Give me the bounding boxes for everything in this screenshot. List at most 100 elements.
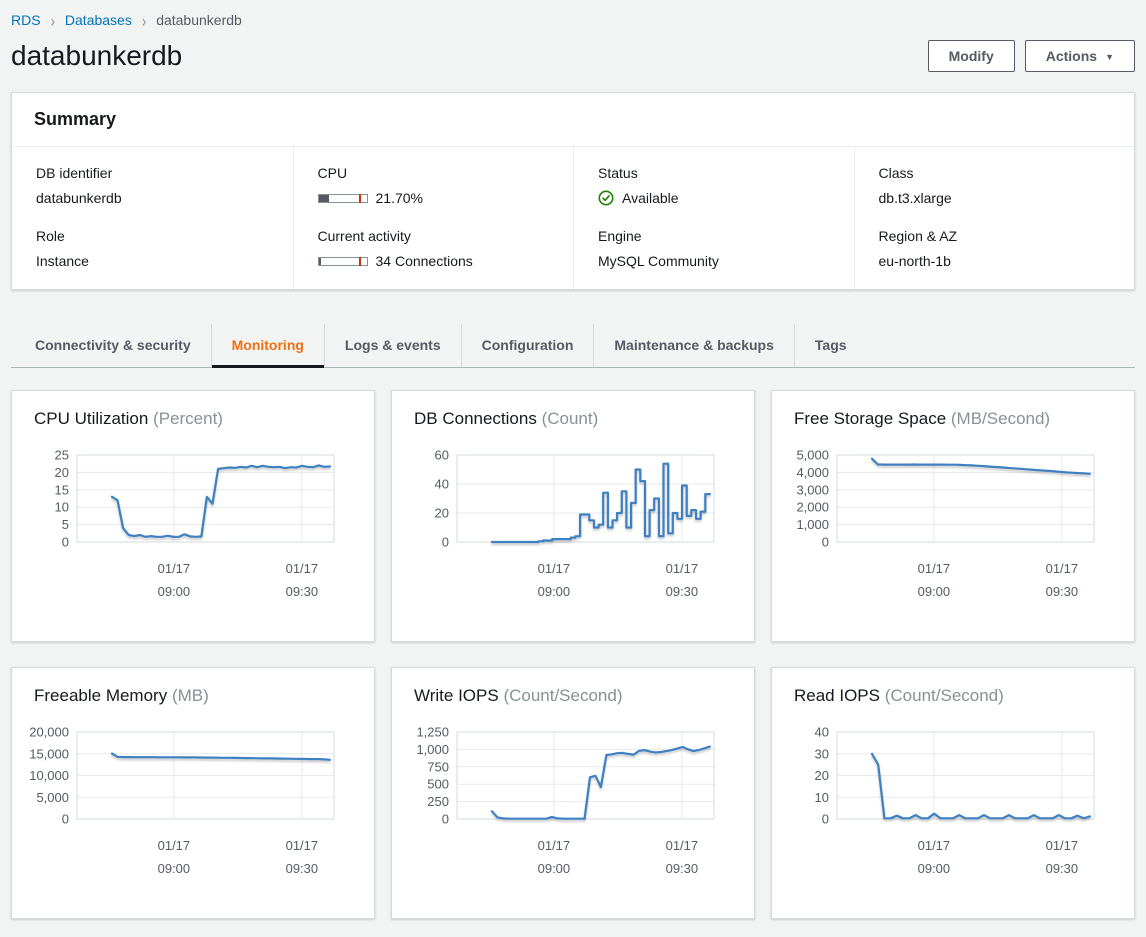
svg-text:5,000: 5,000 (36, 790, 69, 805)
svg-text:01/17: 01/17 (1046, 838, 1079, 853)
svg-text:09:00: 09:00 (918, 861, 951, 876)
chart-title-text: CPU Utilization (34, 409, 148, 428)
field-value: 21.70% (318, 190, 550, 206)
svg-text:09:30: 09:30 (286, 861, 319, 876)
field-label: Status (598, 165, 830, 181)
tab-logs-events[interactable]: Logs & events (324, 324, 461, 367)
svg-text:20: 20 (55, 465, 69, 480)
svg-text:20: 20 (815, 768, 829, 783)
chart-title-text: Freeable Memory (34, 686, 167, 705)
summary-header: Summary (12, 93, 1134, 147)
svg-text:20,000: 20,000 (29, 725, 69, 740)
breadcrumb-link-databases[interactable]: Databases (65, 12, 132, 28)
field-value: db.t3.xlarge (879, 190, 1111, 206)
breadcrumb-current: databunkerdb (156, 12, 242, 28)
chevron-down-icon: ▼ (1105, 52, 1114, 62)
chart-canvas: 40302010001/1709:0001/1709:30 (772, 722, 1134, 884)
chart-unit-text: (MB/Second) (951, 409, 1050, 428)
svg-text:0: 0 (62, 812, 69, 827)
field-value: eu-north-1b (879, 253, 1111, 269)
tab-connectivity-security[interactable]: Connectivity & security (15, 324, 211, 367)
modify-button[interactable]: Modify (928, 40, 1015, 72)
field-label: Region & AZ (879, 228, 1111, 244)
status-badge: Available (598, 190, 830, 206)
field-label: Class (879, 165, 1111, 181)
actions-button-label: Actions (1046, 48, 1097, 64)
chart-svg: 604020001/1709:0001/1709:30 (392, 445, 754, 607)
field-cpu: CPU 21.70% (318, 165, 550, 206)
summary-title: Summary (34, 109, 1112, 130)
svg-text:3,000: 3,000 (796, 482, 829, 497)
svg-text:250: 250 (427, 794, 449, 809)
svg-text:10: 10 (55, 500, 69, 515)
connections-progress-bar (318, 257, 368, 266)
svg-text:01/17: 01/17 (666, 838, 699, 853)
svg-text:0: 0 (62, 535, 69, 550)
chart-svg: 1,2501,000750500250001/1709:0001/1709:30 (392, 722, 754, 884)
chevron-right-icon: › (51, 10, 55, 30)
svg-text:0: 0 (822, 535, 829, 550)
chart-card-free-storage-space: Free Storage Space (MB/Second) 5,0004,00… (771, 390, 1135, 642)
svg-text:2,000: 2,000 (796, 500, 829, 515)
svg-text:09:00: 09:00 (158, 584, 191, 599)
status-value: Available (622, 190, 679, 206)
chart-title: Read IOPS (Count/Second) (772, 686, 1134, 706)
svg-text:09:30: 09:30 (1046, 861, 1079, 876)
summary-panel: Summary DB identifier databunkerdb Role … (11, 92, 1135, 290)
tab-maintenance-backups[interactable]: Maintenance & backups (593, 324, 794, 367)
svg-text:60: 60 (435, 448, 449, 463)
tab-configuration[interactable]: Configuration (461, 324, 594, 367)
svg-text:1,000: 1,000 (796, 517, 829, 532)
svg-text:1,250: 1,250 (416, 725, 449, 740)
monitoring-chart-grid: CPU Utilization (Percent) 252015105001/1… (11, 390, 1135, 919)
chart-svg: 252015105001/1709:0001/1709:30 (12, 445, 374, 607)
actions-button[interactable]: Actions ▼ (1025, 40, 1135, 72)
chart-title-text: Write IOPS (414, 686, 499, 705)
field-current-activity: Current activity 34 Connections (318, 228, 550, 269)
chart-unit-text: (Percent) (153, 409, 223, 428)
chart-title: Free Storage Space (MB/Second) (772, 409, 1134, 429)
tab-monitoring[interactable]: Monitoring (211, 324, 324, 367)
chart-title: CPU Utilization (Percent) (12, 409, 374, 429)
chart-title: Write IOPS (Count/Second) (392, 686, 754, 706)
threshold-marker (359, 194, 361, 203)
svg-text:01/17: 01/17 (1046, 561, 1079, 576)
svg-text:10,000: 10,000 (29, 768, 69, 783)
svg-text:01/17: 01/17 (286, 561, 319, 576)
page-header: databunkerdb Modify Actions ▼ (11, 40, 1135, 72)
page: RDS › Databases › databunkerdb databunke… (0, 0, 1146, 919)
field-value: databunkerdb (36, 190, 269, 206)
chart-svg: 20,00015,00010,0005,000001/1709:0001/170… (12, 722, 374, 884)
svg-text:01/17: 01/17 (538, 838, 571, 853)
breadcrumb-link-rds[interactable]: RDS (11, 12, 41, 28)
svg-text:09:00: 09:00 (158, 861, 191, 876)
tab-tags[interactable]: Tags (794, 324, 867, 367)
chart-title: Freeable Memory (MB) (12, 686, 374, 706)
field-value: Instance (36, 253, 269, 269)
chart-canvas: 5,0004,0003,0002,0001,000001/1709:0001/1… (772, 445, 1134, 607)
chart-title-text: Read IOPS (794, 686, 880, 705)
field-class: Class db.t3.xlarge (879, 165, 1111, 206)
field-label: Role (36, 228, 269, 244)
svg-text:01/17: 01/17 (158, 561, 191, 576)
chart-unit-text: (Count) (542, 409, 599, 428)
summary-grid: DB identifier databunkerdb Role Instance… (12, 147, 1134, 289)
field-status: Status Available (598, 165, 830, 206)
connections-value: 34 Connections (376, 253, 473, 269)
chart-unit-text: (Count/Second) (885, 686, 1004, 705)
tab-bar: Connectivity & security Monitoring Logs … (11, 324, 1135, 368)
chart-canvas: 1,2501,000750500250001/1709:0001/1709:30 (392, 722, 754, 884)
chart-card-read-iops: Read IOPS (Count/Second) 40302010001/170… (771, 667, 1135, 919)
svg-text:09:00: 09:00 (538, 584, 571, 599)
summary-column-identity: DB identifier databunkerdb Role Instance (12, 147, 293, 289)
chart-unit-text: (MB) (172, 686, 209, 705)
svg-text:4,000: 4,000 (796, 465, 829, 480)
svg-text:20: 20 (435, 506, 449, 521)
field-db-identifier: DB identifier databunkerdb (36, 165, 269, 206)
field-role: Role Instance (36, 228, 269, 269)
svg-text:40: 40 (815, 725, 829, 740)
summary-column-class: Class db.t3.xlarge Region & AZ eu-north-… (854, 147, 1135, 289)
svg-text:01/17: 01/17 (158, 838, 191, 853)
svg-text:09:30: 09:30 (666, 861, 699, 876)
svg-text:0: 0 (822, 812, 829, 827)
